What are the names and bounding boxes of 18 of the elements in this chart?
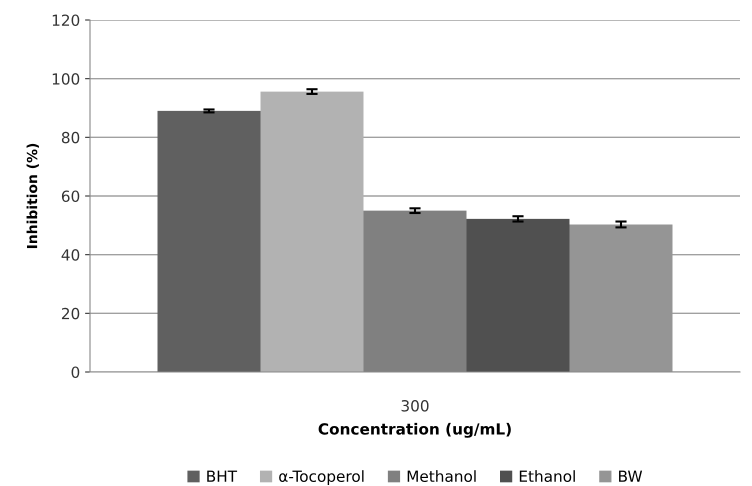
legend-label: Methanol bbox=[408, 470, 476, 482]
y-tick-label: 40 bbox=[62, 249, 80, 261]
bar bbox=[260, 92, 364, 372]
x-axis-title: Concentration (ug/mL) bbox=[318, 422, 511, 438]
y-axis-title: Inhibition (%) bbox=[26, 144, 39, 248]
y-tick-label: 100 bbox=[52, 73, 80, 85]
bar bbox=[466, 218, 570, 372]
legend-label: BW bbox=[619, 470, 642, 482]
bar bbox=[158, 110, 260, 372]
x-tick-label: 300 bbox=[402, 400, 429, 412]
y-tick-label: 20 bbox=[62, 308, 80, 320]
legend-label: Ethanol bbox=[520, 470, 575, 482]
y-tick-label: 60 bbox=[62, 190, 80, 202]
y-tick-label: 120 bbox=[52, 14, 80, 26]
legend-label: α-Tocoperol bbox=[279, 470, 364, 485]
legend-label: BHT bbox=[207, 470, 238, 482]
y-tick-label: 80 bbox=[62, 132, 80, 144]
y-tick-label: 0 bbox=[72, 366, 80, 378]
